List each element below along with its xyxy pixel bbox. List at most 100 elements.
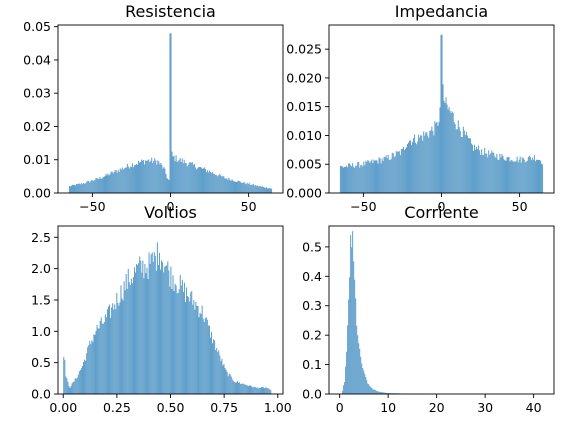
histogram-bar [346,352,347,394]
histogram-bar [85,361,86,394]
histogram-bar [194,164,195,193]
histogram-bar [427,136,428,193]
histogram-bar [125,290,126,394]
histogram-bar [205,169,206,193]
histogram-bar [130,167,131,193]
histogram-bar [93,181,94,193]
histogram-bar [225,178,226,193]
histogram-bar [123,300,124,394]
histogram-bar [484,148,485,193]
histogram-bar [248,184,249,193]
histogram-bar [399,151,400,193]
histogram-bar [79,184,80,193]
histogram-bar [81,183,82,193]
histogram-bar [118,170,119,193]
histogram-bar [372,389,373,394]
histogram-bar [79,371,80,394]
histogram-bar [184,160,185,193]
histogram-bar [367,384,368,394]
histogram-bar [258,186,259,193]
x-tick-label: 30 [477,400,493,415]
histogram-bar [218,350,219,394]
histogram-bar [266,388,267,394]
histogram-bar [394,157,395,193]
histogram-bar [108,174,109,193]
histogram-bar [348,300,349,394]
histogram-bar [239,181,240,193]
histogram-bar [203,168,204,193]
histogram-voltios: Voltios0.00 0.25 0.50 0.75 1.000.00.51.01.52… [31,203,292,415]
histogram-bar [126,274,127,394]
histogram-bar [371,388,372,394]
histogram-bar [103,324,104,394]
bars [63,242,271,394]
histogram-bar [245,183,246,193]
histogram-bar [268,188,269,193]
histogram-bar [102,178,103,194]
histogram-bar [476,147,477,193]
histogram-bar [387,158,388,193]
histogram-bar [416,144,417,193]
histogram-bar [126,167,127,193]
histogram-bar [540,161,541,193]
histogram-bar [145,160,146,193]
histogram-bar [127,164,128,193]
histogram-bar [374,161,375,193]
histogram-bar [212,343,213,394]
histogram-bar [167,179,168,193]
histogram-bar [440,35,441,193]
histogram-bar [251,185,252,193]
histogram-corriente: Corriente0 10 20 30 400.00.10.20.30.40.5 [302,203,554,415]
histogram-bar [364,165,365,193]
histogram-bar [369,386,370,394]
histogram-bar [247,183,248,193]
histogram-bar [356,326,357,394]
histogram-bar [109,305,110,394]
histogram-bar [171,289,172,394]
histogram-bar [406,147,407,193]
histogram-bar [98,179,99,193]
histogram-bar [527,161,528,193]
histogram-bar [238,181,239,193]
histogram-bar [208,172,209,193]
histogram-bar [343,385,344,394]
histogram-bar [261,187,262,193]
histogram-bar [83,362,84,394]
histogram-bar [495,158,496,193]
histogram-bar [217,176,218,193]
histogram-bar [378,164,379,193]
histogram-bar [414,134,415,193]
histogram-bar [123,170,124,193]
y-tick-label: 0.005 [286,157,322,172]
histogram-bar [74,185,75,193]
histogram-bar [446,97,447,193]
histogram-bar [537,160,538,193]
histogram-bar [541,164,542,193]
histogram-bar [97,179,98,193]
histogram-bar [249,385,250,394]
histogram-bar [119,172,120,193]
histogram-bar [457,129,458,193]
histogram-bar [131,279,132,394]
histogram-bar [462,137,463,193]
histogram-bar [483,155,484,193]
histogram-bar [515,162,516,193]
histogram-bar [94,180,95,193]
histogram-bar [494,156,495,193]
histogram-bar [419,138,420,193]
histogram-bar [347,167,348,193]
histogram-bar [243,183,244,193]
histogram-bar [107,175,108,193]
histogram-bar [449,107,450,193]
histogram-bar [75,186,76,193]
histogram-bar [358,162,359,193]
histogram-bar [178,161,179,193]
histogram-bar [205,318,206,394]
x-tick-label: 40 [526,400,542,415]
histogram-bar [215,350,216,394]
histogram-bar [467,136,468,193]
histogram-bar [156,271,157,394]
histogram-bar [122,168,123,193]
histogram-bar [69,186,70,193]
histogram-bar [507,157,508,193]
